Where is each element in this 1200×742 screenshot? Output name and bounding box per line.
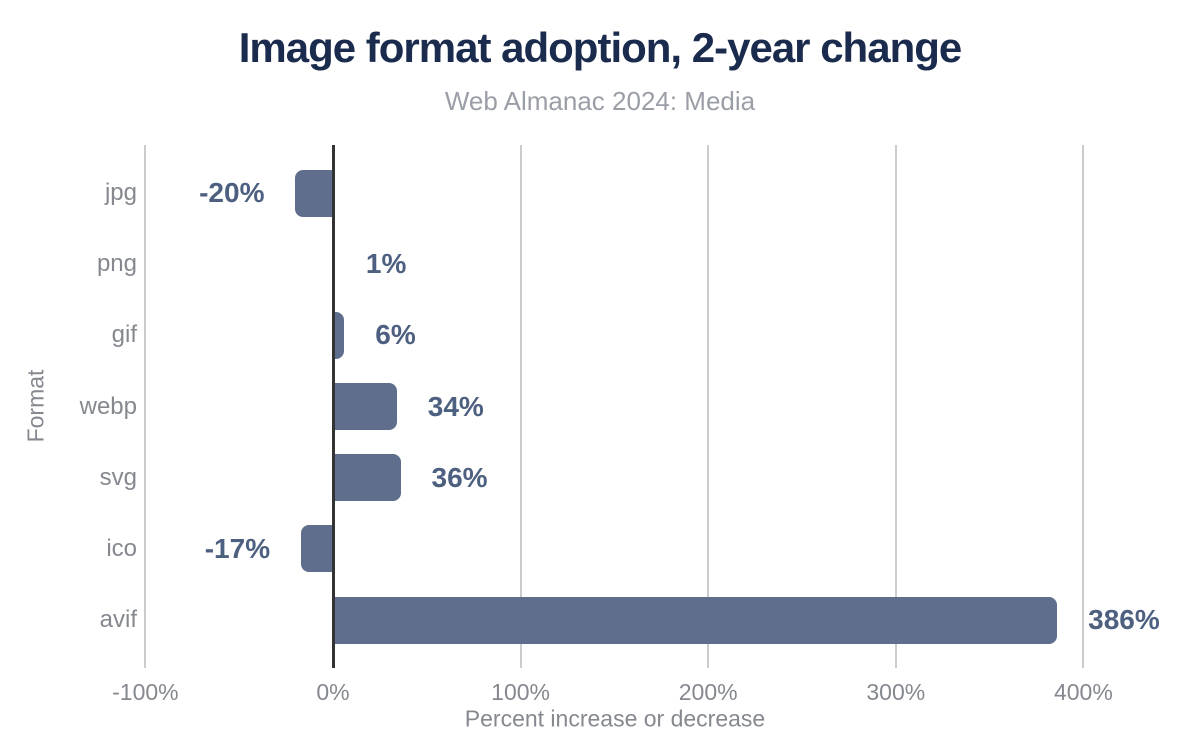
value-label-webp: 34% bbox=[427, 390, 484, 422]
category-label-ico: ico bbox=[106, 534, 137, 562]
value-label-svg: 36% bbox=[431, 461, 488, 493]
gridline-300 bbox=[894, 145, 897, 668]
category-label-avif: avif bbox=[99, 606, 137, 634]
value-label-ico: -17% bbox=[204, 532, 271, 564]
bar-webp bbox=[333, 383, 397, 430]
gridline--100 bbox=[144, 145, 147, 668]
category-label-webp: webp bbox=[79, 392, 137, 420]
category-label-gif: gif bbox=[111, 321, 137, 349]
value-label-jpg: -20% bbox=[199, 177, 265, 208]
gridline-200 bbox=[707, 145, 710, 668]
value-label-avif: 386% bbox=[1088, 604, 1160, 636]
x-tick-label-100: 100% bbox=[491, 679, 550, 705]
category-label-jpg: jpg bbox=[104, 179, 137, 206]
chart-title: Image format adoption, 2-year change bbox=[238, 24, 963, 71]
x-tick-label-0: 0% bbox=[316, 679, 350, 705]
x-axis-title: Percent increase or decrease bbox=[464, 705, 766, 732]
x-tick-label-300: 300% bbox=[866, 679, 926, 705]
category-label-svg: svg bbox=[99, 463, 137, 491]
zero-line bbox=[331, 145, 335, 668]
gridline-100 bbox=[519, 145, 522, 668]
gridline-400 bbox=[1082, 145, 1085, 668]
bar-svg bbox=[333, 454, 401, 502]
value-label-gif: 6% bbox=[375, 319, 416, 351]
bar-ico bbox=[301, 525, 333, 573]
bar-avif bbox=[333, 596, 1058, 644]
chart-subtitle: Web Almanac 2024: Media bbox=[444, 86, 756, 116]
x-tick-label-400: 400% bbox=[1053, 679, 1113, 705]
bar-jpg bbox=[295, 169, 333, 217]
x-tick-label--100: -100% bbox=[112, 679, 179, 705]
value-label-png: 1% bbox=[365, 248, 407, 280]
x-tick-label-200: 200% bbox=[678, 679, 738, 705]
bar-gif bbox=[333, 311, 345, 359]
category-label-png: png bbox=[96, 250, 137, 278]
